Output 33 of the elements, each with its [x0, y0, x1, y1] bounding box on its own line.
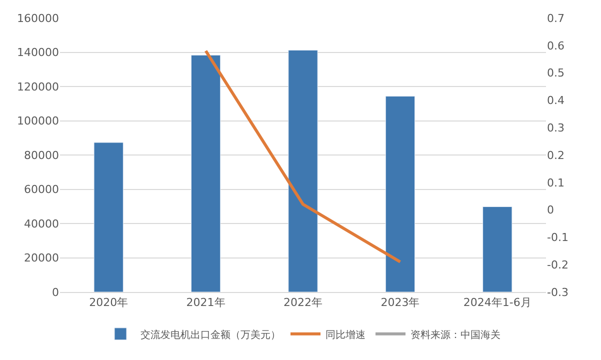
bar [385, 96, 416, 292]
y2-tick-label: 0.7 [547, 12, 564, 25]
y2-tick-label: -0.1 [547, 231, 568, 244]
y-tick-label: 40000 [24, 217, 59, 230]
y-tick-label: 20000 [24, 252, 59, 265]
y-tick-label: 80000 [24, 148, 59, 162]
bar [190, 54, 221, 292]
y2-tick-label: 0.1 [547, 176, 564, 190]
y-tick-label: 140000 [17, 46, 59, 60]
y2-tick-label: 0.4 [547, 94, 564, 108]
y2-tick-label: 0.5 [547, 66, 564, 80]
x-tick-label: 2020年 [89, 296, 128, 310]
y2-tick-label: -0.3 [547, 286, 568, 299]
x-tick-label: 2024年1-6月 [463, 296, 532, 310]
y2-tick-label: -0.2 [547, 258, 568, 272]
legend-label: 资料来源：中国海关 [410, 328, 500, 341]
legend-label: 同比增速 [326, 328, 366, 341]
x-tick-label: 2022年 [284, 296, 322, 310]
y-tick-label: 120000 [17, 80, 59, 94]
x-tick-label: 2021年 [186, 296, 226, 310]
bar [94, 142, 124, 292]
y-tick-label: 160000 [17, 12, 59, 25]
y-tick-label: 60000 [24, 183, 59, 196]
legend-label: 交流发电机出口金额（万美元） [140, 328, 280, 341]
bar [482, 206, 512, 292]
y2-tick-label: 0.2 [547, 148, 564, 162]
y2-tick-label: 0.6 [547, 39, 564, 52]
y2-tick-label: 0.3 [547, 121, 564, 134]
y-tick-label: 0 [52, 286, 59, 299]
x-tick-label: 2023年 [380, 296, 420, 310]
bar [288, 50, 318, 292]
y-tick-label: 100000 [17, 114, 59, 128]
y2-tick-label: 0 [547, 204, 554, 217]
